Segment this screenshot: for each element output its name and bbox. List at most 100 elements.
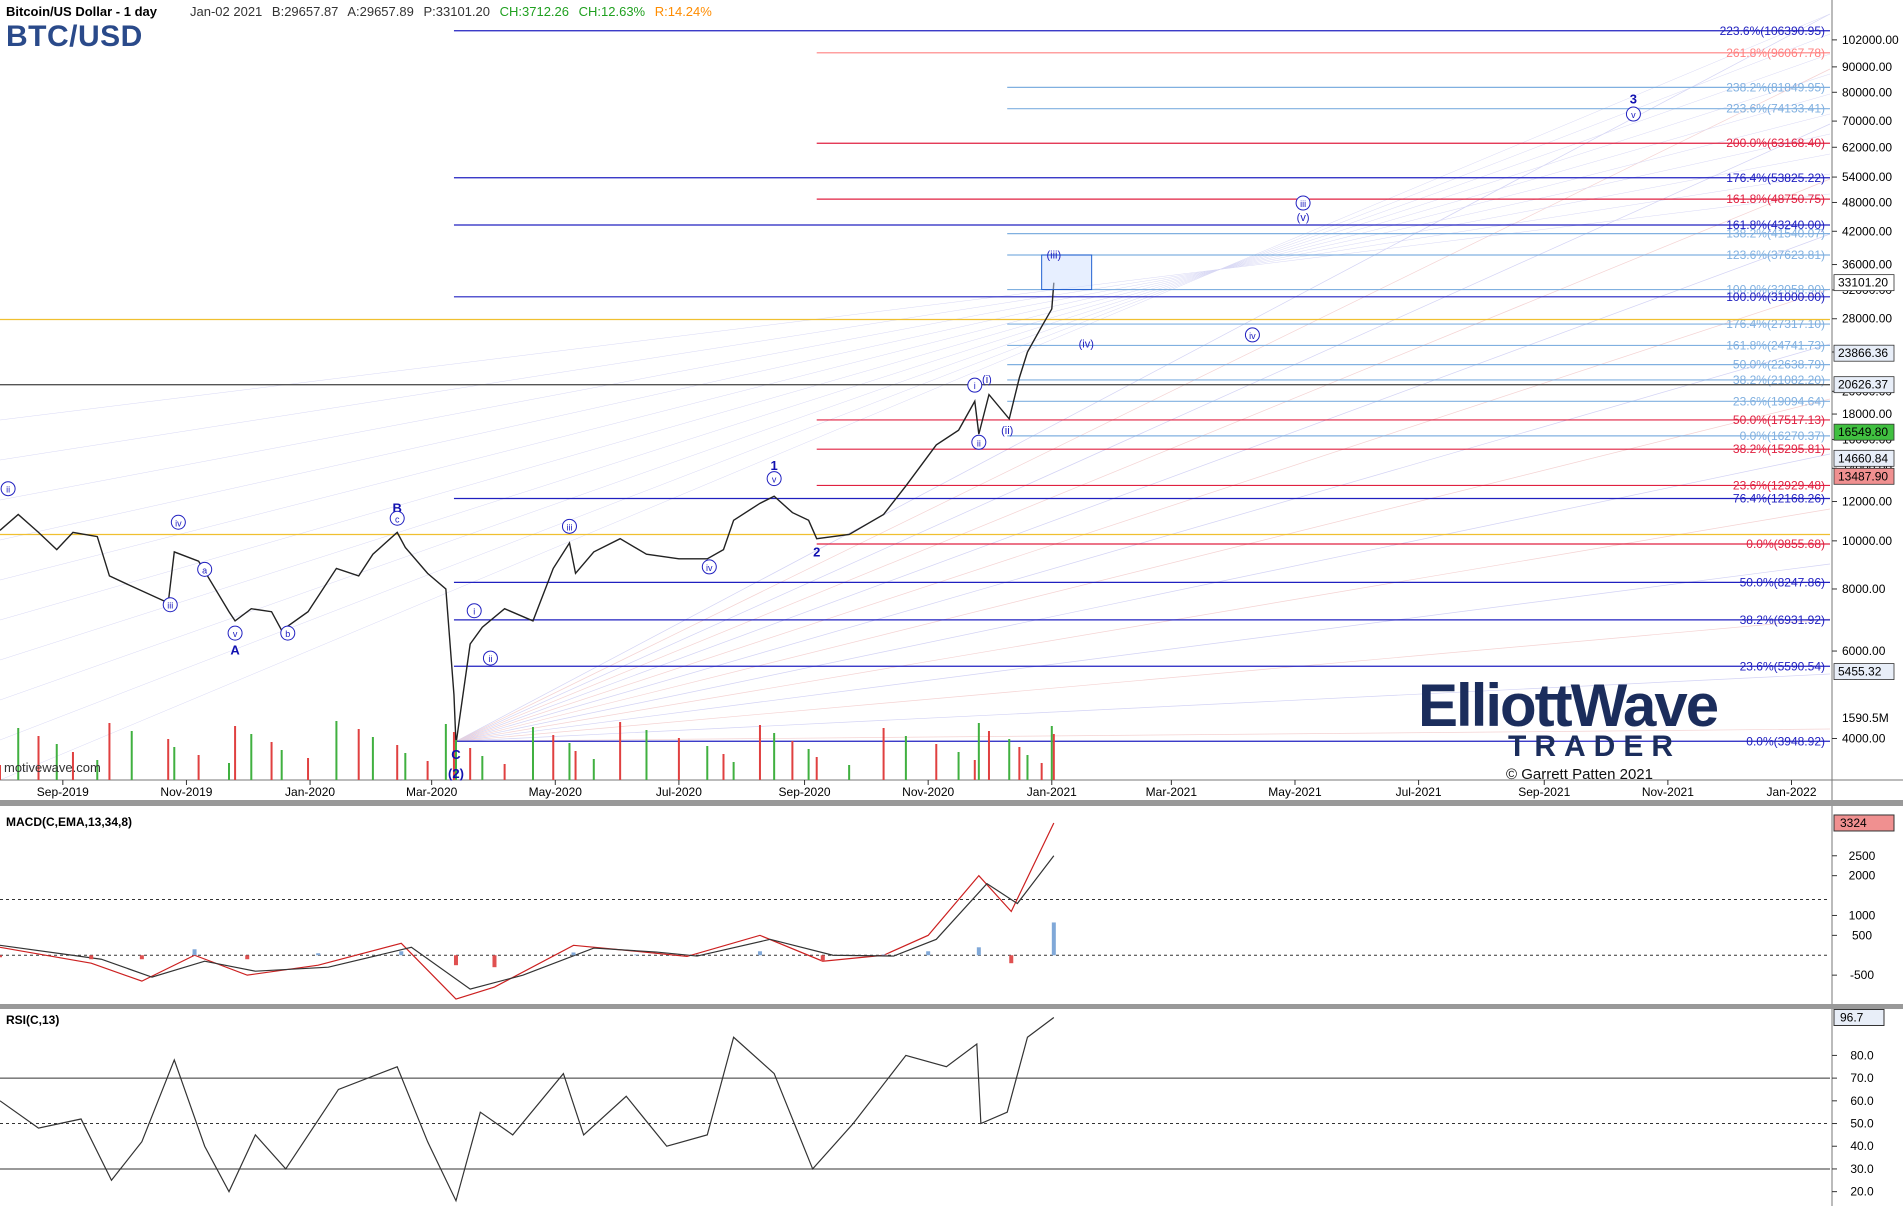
volume-bar [758, 725, 761, 780]
volume-bar [568, 743, 571, 780]
macd-histogram-bar [881, 954, 886, 956]
fan-line [455, 398, 1831, 742]
price-tag-label: 14660.84 [1838, 451, 1888, 465]
wave-label-circle [280, 625, 296, 641]
volume-bar [469, 748, 472, 780]
volume-bar [335, 721, 338, 780]
wave-label-text: b [285, 629, 290, 639]
fib-level-label: 23.6%(19094.64) [1733, 394, 1825, 408]
chart-title: Bitcoin/US Dollar - 1 day [6, 4, 157, 19]
macd-histogram-bar [89, 955, 94, 960]
volume-bar [904, 736, 907, 780]
wave-label-text: iii [566, 522, 572, 532]
x-axis: Sep-2019 Nov-2019 Jan-2020 Mar-2020 May-2020… [37, 780, 1817, 799]
volume-bar [706, 746, 709, 780]
fib-level-label: 138.2%(41540.07) [1726, 227, 1825, 241]
wave-label-text: iii [1300, 199, 1306, 209]
price-tag-box [1833, 423, 1895, 441]
wave-label-text: v [1631, 110, 1636, 120]
fan-line [0, 133, 1831, 541]
fib-level-label: 161.8%(43240.00) [1726, 218, 1825, 232]
volume-bar [404, 753, 407, 780]
fib-level-label: 38.2%(6931.92) [1740, 613, 1825, 627]
fan-line [455, 673, 1831, 742]
wave-label-circle [971, 434, 987, 450]
price-tag-label: 23866.36 [1838, 346, 1888, 360]
fib-level-label: 261.8%(96067.78) [1726, 46, 1825, 60]
volume-bar [234, 726, 237, 780]
macd-histogram-bar [1051, 922, 1056, 956]
x-tick-label: Nov-2019 [160, 785, 212, 799]
wave-label-circle [766, 471, 782, 487]
quote-bid: B:29657.87 [271, 4, 339, 19]
rsi-y-tick-label: 70.0 [1850, 1071, 1874, 1085]
wave-label-circle [482, 650, 498, 666]
fib-level-label: 123.6%(37623.81) [1726, 248, 1825, 262]
wave-label-circle [227, 625, 243, 641]
fan-line [0, 13, 1831, 781]
wave-label-text: ii [977, 438, 981, 448]
volume-bar [371, 737, 374, 780]
wave-label-text: (i) [982, 374, 992, 386]
volume-bar [396, 745, 399, 780]
macd-panel: MACD(C,EMA,13,34,8) -500 500 1000 2000 2500 33… [0, 814, 1895, 1000]
price-tag-label: 13487.90 [1838, 469, 1888, 483]
rsi-y-tick-label: 30.0 [1850, 1162, 1874, 1176]
fib-level-label: 50.0%(8247.86) [1740, 575, 1825, 589]
wave-label-text: i [473, 607, 475, 617]
wave-label-text: iv [1249, 331, 1256, 341]
wave-label-text: iv [706, 563, 713, 573]
price-y-tick-label: 6000.00 [1842, 644, 1886, 658]
volume-bar [645, 730, 648, 780]
volume-bar [574, 751, 577, 780]
x-tick-label: Jan-2020 [285, 785, 335, 799]
wave-label-text: v [233, 629, 238, 639]
volume-bar [167, 739, 170, 780]
x-tick-label: Sep-2019 [37, 785, 89, 799]
volume-bar [791, 741, 794, 780]
x-tick-label: Jan-2022 [1766, 785, 1816, 799]
fan-line [0, 53, 1831, 701]
fib-level-label: 176.4%(53825.22) [1726, 171, 1825, 185]
fan-line [0, 93, 1831, 621]
rsi-series-line [0, 1017, 1055, 1203]
wave-label-circle [561, 518, 577, 534]
fan-line [0, 153, 1831, 501]
wave-label-circle [1295, 195, 1311, 211]
rsi-last-value: 96.7 [1840, 1010, 1864, 1024]
fib-level-label: 100.0%(31000.00) [1726, 290, 1825, 304]
price-tag-label: 33101.20 [1838, 276, 1888, 290]
volume-bar [55, 744, 58, 780]
volume-bar [957, 752, 960, 780]
volume-bar [1018, 747, 1021, 780]
quote-change-pct: CH:12.63% [578, 4, 646, 19]
watermark: motivewave.com [4, 760, 101, 775]
macd-y-tick-label: 2000 [1849, 869, 1876, 883]
volume-bar [935, 744, 938, 780]
quote-change: CH:3712.26 [499, 4, 569, 19]
volume-bar [807, 749, 810, 780]
volume-bar [250, 734, 253, 780]
x-tick-label: May-2021 [1268, 785, 1322, 799]
wave-label-text: B [393, 501, 402, 516]
logo-copyright: © Garrett Patten 2021 [1506, 766, 1653, 783]
volume-bar [307, 758, 310, 780]
fan-line [455, 178, 1831, 742]
macd-histogram-bar [571, 952, 576, 956]
fib-level-label: 161.8%(24741.73) [1726, 338, 1825, 352]
wave-label-text: A [230, 643, 240, 658]
rsi-y-tick-label: 60.0 [1850, 1094, 1874, 1108]
wave-label-text: 3 [1630, 91, 1637, 106]
rsi-last-value-box [1833, 1008, 1885, 1026]
volume-bar [973, 760, 976, 780]
fib-level-label: 50.0%(17517.13) [1733, 413, 1825, 427]
wave-label-text: (2) [448, 766, 464, 781]
fib-level-label: 38.2%(15295.81) [1733, 442, 1825, 456]
fan-line [455, 508, 1831, 742]
fan-line [0, 193, 1831, 421]
volume-bar [592, 759, 595, 780]
fan-line [455, 233, 1831, 742]
rsi-y-tick-label: 50.0 [1850, 1117, 1874, 1131]
macd-separator [0, 800, 1903, 806]
